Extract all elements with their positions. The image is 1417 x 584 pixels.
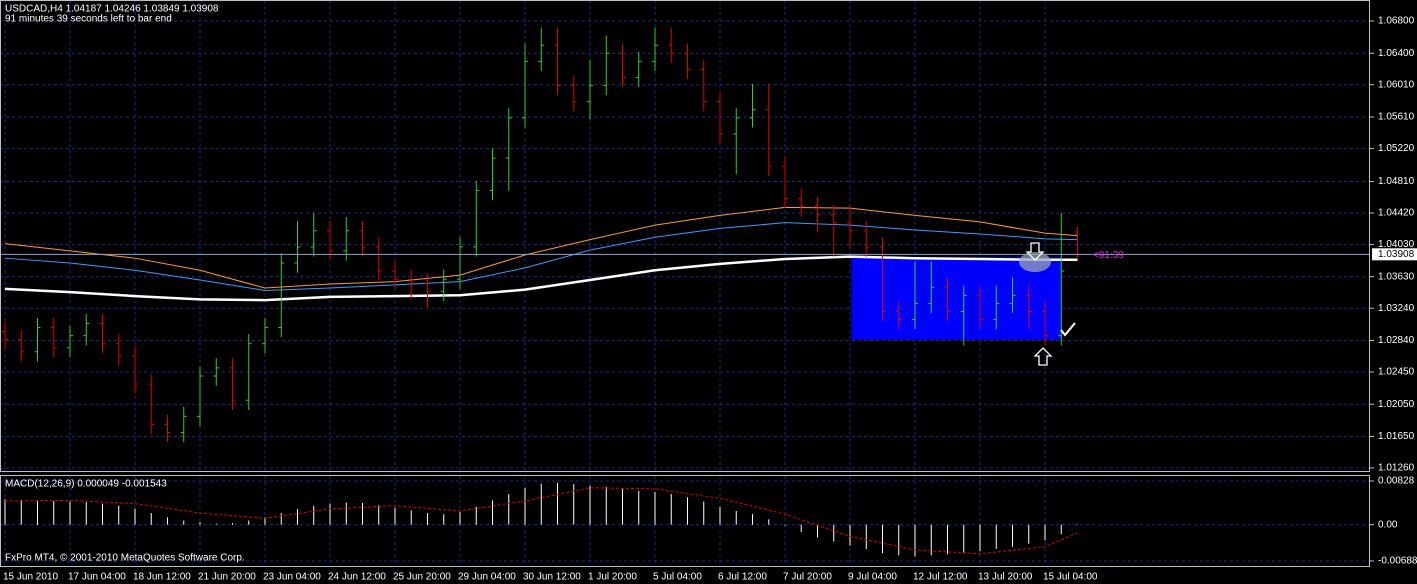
y-tick-label: 1.05220 bbox=[1378, 143, 1415, 154]
x-tick-label: 5 Jul 04:00 bbox=[653, 572, 702, 583]
y-tick-label: 1.03240 bbox=[1378, 303, 1415, 314]
y-tick-label: 1.06400 bbox=[1378, 48, 1415, 59]
x-tick-label: 7 Jul 20:00 bbox=[783, 572, 832, 583]
current-price-box bbox=[1372, 248, 1417, 261]
x-tick-label: 1 Jul 20:00 bbox=[588, 572, 637, 583]
up-arrow bbox=[1033, 347, 1053, 366]
check-mark bbox=[1060, 322, 1076, 337]
y-tick-label: 1.04030 bbox=[1378, 239, 1415, 250]
y-tick-label: 0.00 bbox=[1378, 519, 1398, 530]
moving-average bbox=[4, 255, 1078, 302]
x-tick-label: 17 Jun 04:00 bbox=[68, 572, 126, 583]
y-tick-label: 1.02050 bbox=[1378, 399, 1415, 410]
x-tick-label: 12 Jul 12:00 bbox=[913, 572, 968, 583]
x-tick-label: 24 Jun 12:00 bbox=[328, 572, 386, 583]
y-tick-label: 1.02840 bbox=[1378, 335, 1415, 346]
macd-title: MACD(12,26,9) 0.000049 -0.001543 bbox=[5, 479, 167, 490]
y-tick-label: -0.00688 bbox=[1378, 556, 1417, 567]
x-tick-label: 23 Jun 04:00 bbox=[263, 572, 321, 583]
y-tick-label: 1.04420 bbox=[1378, 208, 1415, 219]
moving-average bbox=[4, 222, 1078, 291]
x-tick-label: 13 Jul 20:00 bbox=[978, 572, 1033, 583]
y-tick-label: 1.05610 bbox=[1378, 112, 1415, 123]
chart-subtitle: 91 minutes 39 seconds left to bar end bbox=[5, 14, 172, 25]
bar-timer: <91:39 bbox=[1093, 250, 1124, 261]
x-tick-label: 15 Jun 2010 bbox=[3, 572, 58, 583]
down-arrow bbox=[1025, 242, 1045, 261]
highlight-circle bbox=[1019, 252, 1051, 272]
x-tick-label: 30 Jun 12:00 bbox=[523, 572, 581, 583]
y-tick-label: 1.03630 bbox=[1378, 271, 1415, 282]
y-tick-label: 1.01650 bbox=[1378, 431, 1415, 442]
y-tick-label: 1.04810 bbox=[1378, 176, 1415, 187]
macd-frame bbox=[0, 475, 1370, 567]
moving-average bbox=[4, 206, 1078, 289]
y-tick-label: 0.00828 bbox=[1378, 476, 1415, 487]
x-tick-label: 25 Jun 20:00 bbox=[393, 572, 451, 583]
x-tick-label: 9 Jul 04:00 bbox=[848, 572, 897, 583]
current-price-label: 1.03908 bbox=[1378, 249, 1415, 260]
x-tick-label: 29 Jun 04:00 bbox=[458, 572, 516, 583]
y-tick-label: 1.01260 bbox=[1378, 463, 1415, 474]
x-tick-label: 18 Jun 12:00 bbox=[133, 572, 191, 583]
y-tick-label: 1.06010 bbox=[1378, 79, 1415, 90]
plot-layer bbox=[0, 0, 1374, 566]
chart-title: USDCAD,H4 1.04187 1.04246 1.03849 1.0390… bbox=[5, 4, 219, 15]
signal-line bbox=[4, 487, 1078, 555]
marked-zone bbox=[851, 257, 1062, 340]
footer: FxPro MT4, © 2001-2010 MetaQuotes Softwa… bbox=[5, 553, 245, 564]
x-tick-label: 21 Jun 20:00 bbox=[198, 572, 256, 583]
y-tick-label: 1.06800 bbox=[1378, 16, 1415, 27]
y-tick-label: 1.02450 bbox=[1378, 367, 1415, 378]
x-tick-label: 15 Jul 04:00 bbox=[1043, 572, 1098, 583]
x-tick-label: 6 Jul 12:00 bbox=[718, 572, 767, 583]
main-frame bbox=[0, 0, 1370, 472]
